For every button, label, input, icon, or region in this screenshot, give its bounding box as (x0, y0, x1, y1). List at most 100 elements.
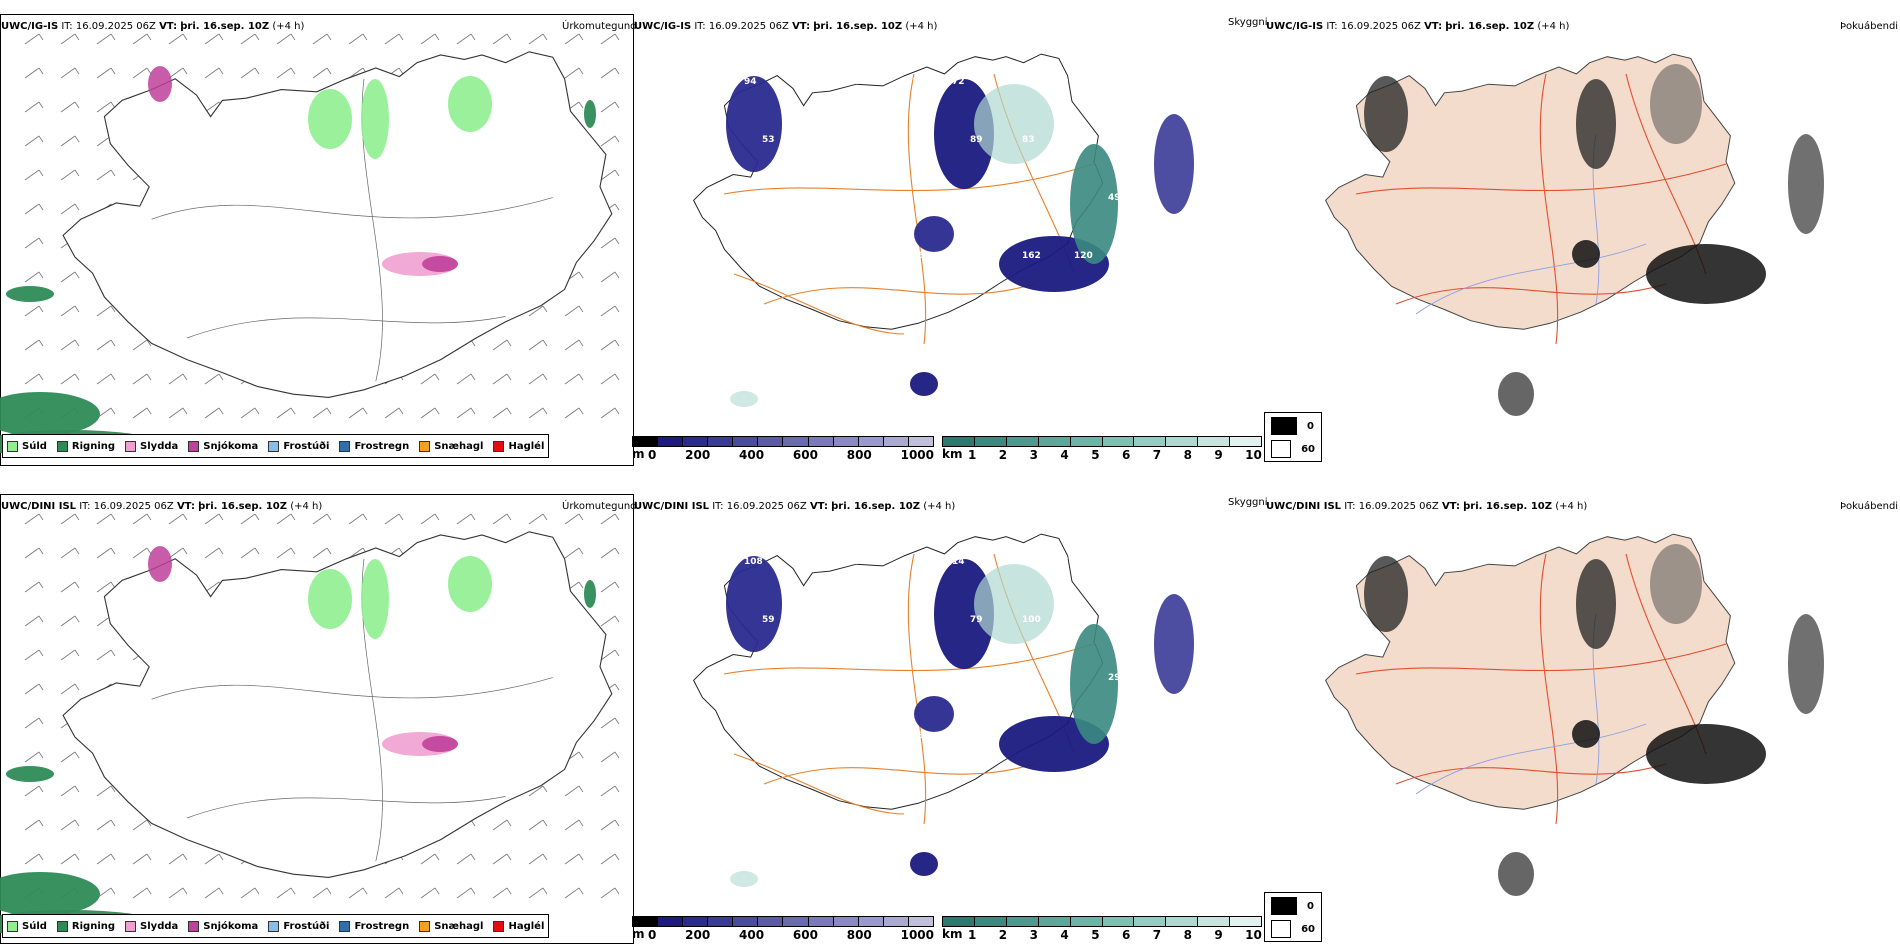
wind-barb-shaft (600, 547, 616, 559)
cloud-base-map: 108 70 59 69 14 98 57 56 59 68 39 64 79 100 80 51 84 78 60… (692, 533, 1194, 887)
wind-barb-flag (614, 649, 620, 657)
wind-barb-shaft (492, 33, 508, 45)
wind-barb-shaft (528, 305, 544, 317)
wind-barb-shaft (564, 67, 580, 79)
wind-barb (600, 547, 620, 559)
colorbar-tick: 5 (1091, 448, 1100, 462)
wind-barb-shaft (600, 581, 616, 593)
cloud-base-label: 59 (796, 193, 809, 203)
coastline (1324, 533, 1736, 810)
wind-barb-flag (218, 407, 224, 415)
fog-key-row: 0 (1271, 896, 1315, 916)
wind-barb-flag (110, 407, 116, 415)
wind-barb (348, 887, 368, 899)
wind-barb-shaft (96, 785, 112, 797)
cloud-base-label: 108 (744, 557, 763, 567)
wind-barb-flag (218, 853, 224, 861)
wind-barb-shaft (420, 33, 436, 45)
legend-swatch (339, 920, 351, 932)
wind-barb (276, 887, 296, 899)
wind-barb (600, 887, 620, 899)
wind-barb-shaft (204, 887, 220, 899)
wind-barb (24, 853, 44, 865)
wind-barb-flag (614, 513, 620, 521)
cloud-base-label: 83 (1004, 77, 1017, 87)
wind-barb (276, 33, 296, 45)
wind-barb-flag (74, 373, 80, 381)
wind-barb-shaft (240, 513, 256, 525)
wind-barb-shaft (204, 373, 220, 385)
wind-barb-shaft (528, 513, 544, 525)
wind-barb (456, 373, 476, 385)
wind-barb-shaft (204, 33, 220, 45)
cloud-base-label: 53 (762, 135, 775, 145)
colorbar-tick: 200 (685, 928, 711, 942)
cloud-base-label: 68 (1004, 673, 1017, 683)
wind-barb-shaft (24, 751, 40, 763)
legend-item: Súld (7, 440, 47, 452)
wind-barb-shaft (204, 547, 220, 559)
panel-title-top-middle: UWC/IG-IS IT: 16.09.2025 06Z VT: þri. 16… (634, 21, 938, 32)
wind-barb-flag (290, 547, 296, 555)
wind-barb (204, 373, 224, 385)
cloud-base-label: 100 (970, 251, 989, 261)
colorbar-tick: 6 (1121, 448, 1131, 462)
wind-barb-shaft (60, 203, 76, 215)
legend-swatch (419, 440, 431, 452)
wind-barb (204, 33, 224, 45)
wind-barb-flag (542, 513, 548, 521)
cloud-base-map: 94 72 96 102 72 83 90 55 53 26 78 67 89 83 60 111 46 59 69… (692, 53, 1194, 407)
wind-barb-shaft (600, 135, 616, 147)
cloud-base-label: 68 (814, 615, 827, 625)
wind-barb-flag (74, 581, 80, 589)
colorbar-tick: 6 (1121, 928, 1131, 942)
wind-barb (168, 67, 188, 79)
colorbar-bin (733, 437, 759, 446)
wind-barb-shaft (240, 887, 256, 899)
wind-barb-shaft (456, 407, 472, 419)
colorbar-tick: 7 (1152, 928, 1162, 942)
legend-label: Frostregn (354, 920, 410, 932)
legend-item: Haglél (493, 440, 544, 452)
cloud-base-area (914, 696, 954, 732)
colorbar-tick: 8 (1183, 448, 1192, 462)
wind-barb (456, 407, 476, 419)
wind-barb (24, 615, 44, 627)
fog-area (1650, 64, 1702, 144)
wind-barb-flag (74, 67, 80, 75)
colorbar-bin (683, 437, 709, 446)
cloud-base-label: 96 (848, 77, 861, 87)
legend-swatch (188, 920, 200, 932)
cloud-base-label: 39 (866, 615, 879, 625)
wind-barb-shaft (24, 101, 40, 113)
legend-swatch (125, 920, 137, 932)
legend-item: Frostúði (268, 440, 329, 452)
colorbar-bin (783, 917, 809, 926)
wind-barb-shaft (60, 547, 76, 559)
wind-barb (204, 513, 224, 525)
wind-barb (600, 853, 620, 865)
panel-title-bottom-middle: UWC/DINI ISL IT: 16.09.2025 06Z VT: þri.… (634, 501, 956, 512)
wind-barb-shaft (276, 67, 292, 79)
wind-barb-shaft (60, 67, 76, 79)
wind-barb (240, 67, 260, 79)
wind-barb (132, 339, 152, 351)
cloud-base-area (910, 852, 938, 876)
wind-barb (384, 407, 404, 419)
cloud-base-label: 59 (848, 557, 861, 567)
wind-barb (24, 203, 44, 215)
wind-barb-shaft (204, 853, 220, 865)
wind-barb-shaft (600, 237, 616, 249)
wind-barb-shaft (60, 853, 76, 865)
river (1415, 723, 1647, 795)
wind-barb (276, 513, 296, 525)
fog-area (1498, 372, 1534, 416)
fog-area (1572, 240, 1600, 268)
cloud-base-label: 79 (970, 615, 983, 625)
wind-barb (600, 135, 620, 147)
cloud-base-label: 94 (744, 77, 757, 87)
wind-barb (312, 887, 332, 899)
wind-barb-shaft (24, 271, 40, 283)
wind-barb (132, 819, 152, 831)
wind-barb (60, 615, 80, 627)
